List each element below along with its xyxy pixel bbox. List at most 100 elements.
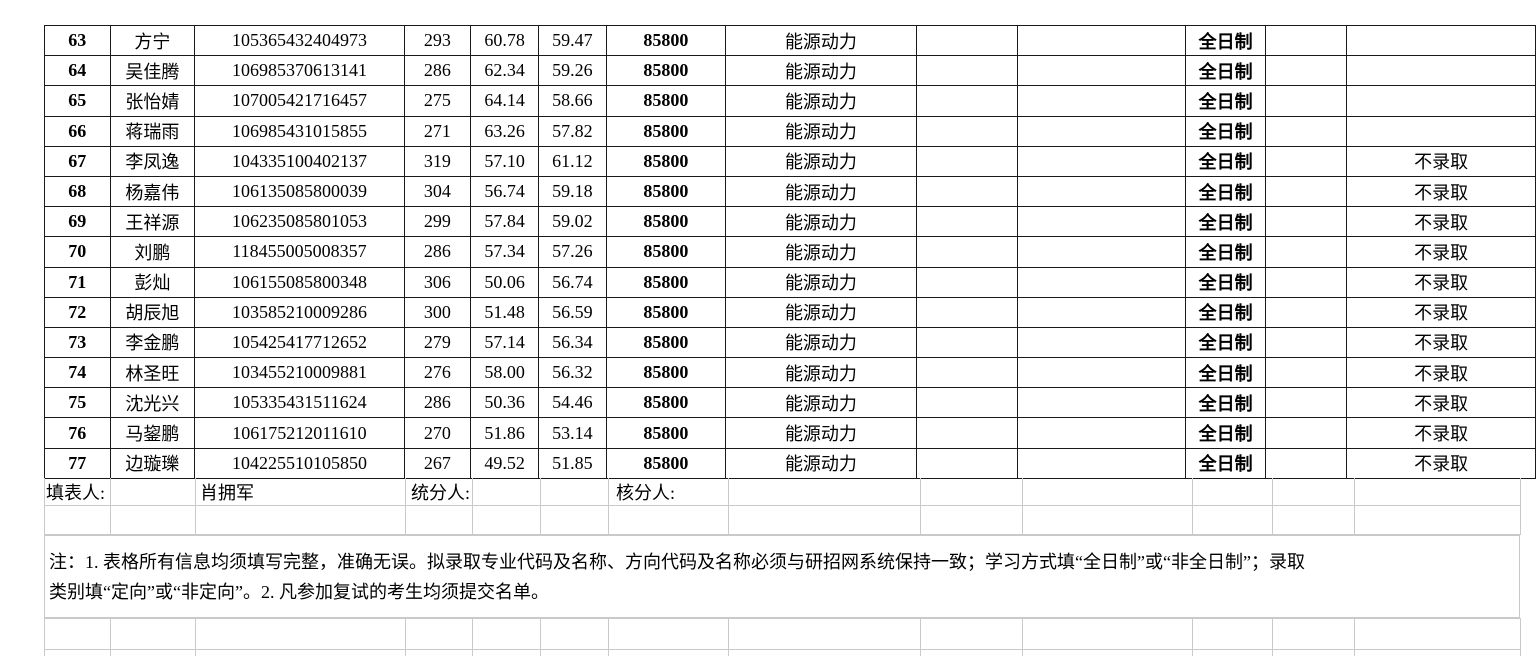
- cell-candidate-id[interactable]: 105335431511624: [194, 387, 405, 419]
- cell-blank[interactable]: [1264, 115, 1348, 147]
- cell-retest-score[interactable]: 60.78: [470, 24, 539, 57]
- cell-initial-score[interactable]: 300: [403, 296, 472, 328]
- cell-admit-remark[interactable]: 不录取: [1346, 326, 1536, 359]
- cell-retest-score[interactable]: 50.06: [470, 266, 539, 298]
- cell-seq[interactable]: 71: [44, 266, 111, 298]
- cell-seq[interactable]: 66: [44, 115, 111, 147]
- cell-major-name[interactable]: 能源动力: [725, 387, 917, 419]
- cell-final-score[interactable]: 59.47: [537, 24, 607, 57]
- cell-blank[interactable]: [1016, 145, 1187, 177]
- cell-final-score[interactable]: 61.12: [537, 145, 607, 177]
- cell-student-name[interactable]: 胡辰旭: [109, 296, 196, 328]
- cell-major-code[interactable]: 85800: [605, 236, 727, 268]
- cell-seq[interactable]: 70: [44, 236, 111, 268]
- cell-study-mode[interactable]: 全日制: [1185, 145, 1266, 177]
- cell-blank[interactable]: [1264, 175, 1348, 208]
- cell-retest-score[interactable]: 57.84: [470, 206, 539, 238]
- cell-blank[interactable]: [1016, 357, 1187, 389]
- cell-candidate-id[interactable]: 118455005008357: [194, 236, 405, 268]
- cell-student-name[interactable]: 林圣旺: [109, 357, 196, 389]
- cell-student-name[interactable]: 王祥源: [109, 206, 196, 238]
- cell-major-name[interactable]: 能源动力: [725, 266, 917, 298]
- cell-admit-remark[interactable]: 不录取: [1346, 387, 1536, 419]
- cell-student-name[interactable]: 沈光兴: [109, 387, 196, 419]
- cell-initial-score[interactable]: 275: [403, 85, 472, 117]
- cell-major-code[interactable]: 85800: [605, 115, 727, 147]
- cell-major-code[interactable]: 85800: [605, 447, 727, 479]
- cell-blank[interactable]: [915, 417, 1018, 449]
- cell-student-name[interactable]: 李凤逸: [109, 145, 196, 177]
- cell-seq[interactable]: 63: [44, 24, 111, 57]
- cell-student-name[interactable]: 边璇瓅: [109, 447, 196, 479]
- cell-major-name[interactable]: 能源动力: [725, 357, 917, 389]
- cell-blank[interactable]: [1016, 447, 1187, 479]
- cell-candidate-id[interactable]: 106985431015855: [194, 115, 405, 147]
- cell-student-name[interactable]: 吴佳腾: [109, 55, 196, 87]
- cell-final-score[interactable]: 59.26: [537, 55, 607, 87]
- cell-candidate-id[interactable]: 104335100402137: [194, 145, 405, 177]
- cell-seq[interactable]: 72: [44, 296, 111, 328]
- cell-final-score[interactable]: 59.02: [537, 206, 607, 238]
- cell-blank[interactable]: [1016, 115, 1187, 147]
- cell-final-score[interactable]: 56.34: [537, 326, 607, 359]
- cell-blank[interactable]: [915, 85, 1018, 117]
- cell-initial-score[interactable]: 306: [403, 266, 472, 298]
- cell-admit-remark[interactable]: 不录取: [1346, 447, 1536, 479]
- cell-blank[interactable]: [1264, 417, 1348, 449]
- cell-blank[interactable]: [915, 175, 1018, 208]
- cell-admit-remark[interactable]: [1346, 24, 1536, 57]
- cell-candidate-id[interactable]: 104225510105850: [194, 447, 405, 479]
- cell-major-name[interactable]: 能源动力: [725, 24, 917, 57]
- cell-blank[interactable]: [915, 266, 1018, 298]
- cell-retest-score[interactable]: 49.52: [470, 447, 539, 479]
- cell-retest-score[interactable]: 50.36: [470, 387, 539, 419]
- cell-seq[interactable]: 77: [44, 447, 111, 479]
- cell-blank[interactable]: [915, 296, 1018, 328]
- cell-seq[interactable]: 67: [44, 145, 111, 177]
- cell-final-score[interactable]: 57.82: [537, 115, 607, 147]
- cell-student-name[interactable]: 方宁: [109, 24, 196, 57]
- cell-study-mode[interactable]: 全日制: [1185, 326, 1266, 359]
- cell-retest-score[interactable]: 57.14: [470, 326, 539, 359]
- cell-blank[interactable]: [915, 24, 1018, 57]
- cell-initial-score[interactable]: 286: [403, 236, 472, 268]
- cell-study-mode[interactable]: 全日制: [1185, 387, 1266, 419]
- cell-retest-score[interactable]: 58.00: [470, 357, 539, 389]
- cell-student-name[interactable]: 彭灿: [109, 266, 196, 298]
- cell-admit-remark[interactable]: 不录取: [1346, 206, 1536, 238]
- cell-blank[interactable]: [915, 387, 1018, 419]
- cell-blank[interactable]: [1016, 296, 1187, 328]
- cell-major-code[interactable]: 85800: [605, 145, 727, 177]
- cell-retest-score[interactable]: 62.34: [470, 55, 539, 87]
- cell-major-code[interactable]: 85800: [605, 55, 727, 87]
- cell-study-mode[interactable]: 全日制: [1185, 266, 1266, 298]
- cell-retest-score[interactable]: 51.48: [470, 296, 539, 328]
- cell-major-code[interactable]: 85800: [605, 387, 727, 419]
- cell-blank[interactable]: [915, 326, 1018, 359]
- cell-admit-remark[interactable]: 不录取: [1346, 417, 1536, 449]
- cell-seq[interactable]: 74: [44, 357, 111, 389]
- cell-major-name[interactable]: 能源动力: [725, 296, 917, 328]
- cell-blank[interactable]: [1264, 447, 1348, 479]
- cell-major-code[interactable]: 85800: [605, 24, 727, 57]
- cell-student-name[interactable]: 李金鹏: [109, 326, 196, 359]
- cell-blank[interactable]: [915, 447, 1018, 479]
- cell-blank[interactable]: [915, 55, 1018, 87]
- cell-seq[interactable]: 65: [44, 85, 111, 117]
- cell-blank[interactable]: [915, 206, 1018, 238]
- cell-study-mode[interactable]: 全日制: [1185, 447, 1266, 479]
- cell-final-score[interactable]: 56.74: [537, 266, 607, 298]
- cell-study-mode[interactable]: 全日制: [1185, 24, 1266, 57]
- cell-retest-score[interactable]: 57.10: [470, 145, 539, 177]
- cell-blank[interactable]: [1264, 145, 1348, 177]
- cell-major-name[interactable]: 能源动力: [725, 85, 917, 117]
- cell-blank[interactable]: [1016, 417, 1187, 449]
- cell-retest-score[interactable]: 64.14: [470, 85, 539, 117]
- cell-final-score[interactable]: 51.85: [537, 447, 607, 479]
- cell-blank[interactable]: [1264, 85, 1348, 117]
- cell-student-name[interactable]: 刘鹏: [109, 236, 196, 268]
- cell-seq[interactable]: 73: [44, 326, 111, 359]
- cell-major-name[interactable]: 能源动力: [725, 236, 917, 268]
- cell-study-mode[interactable]: 全日制: [1185, 115, 1266, 147]
- cell-major-code[interactable]: 85800: [605, 175, 727, 208]
